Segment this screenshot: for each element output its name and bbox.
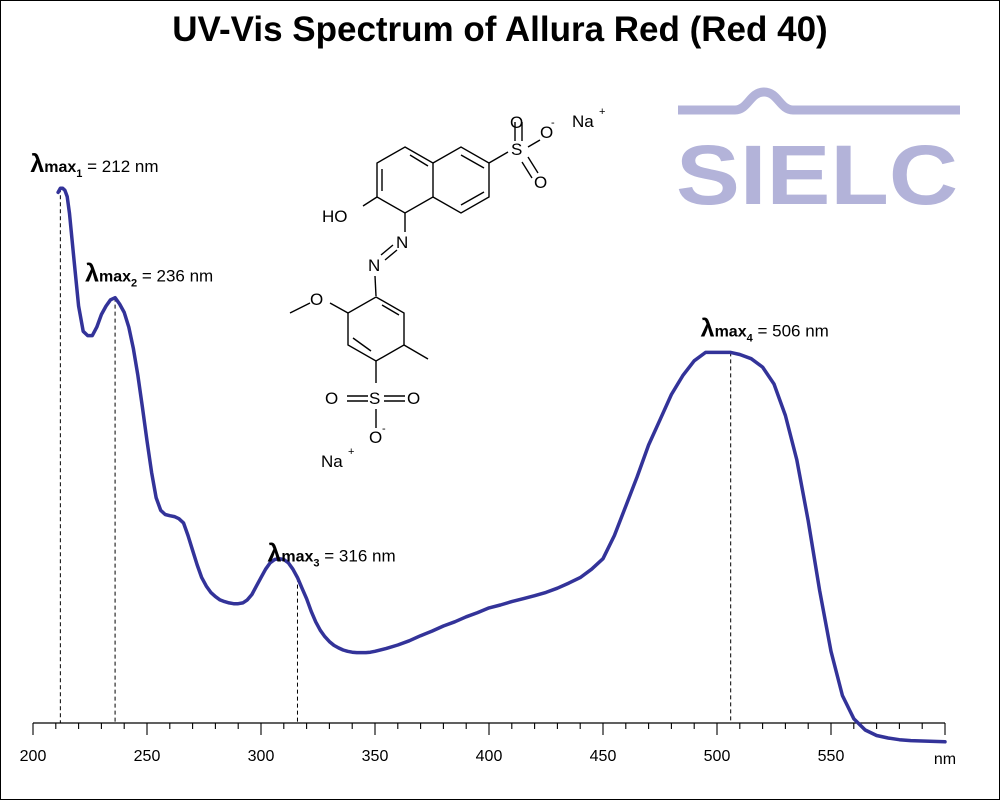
x-tick-label: 250 (134, 748, 161, 765)
oxygen-label-methoxy: O (310, 290, 323, 309)
nitrogen-label-upper: N (396, 233, 408, 252)
x-tick-label: 200 (20, 748, 47, 765)
x-tick-label: 500 (704, 748, 731, 765)
sielc-logo: SIELC (676, 87, 960, 222)
peak-annotations: λmax1 = 212 nm λmax2 = 236 nm λmax3 = 316 … (30, 150, 828, 569)
x-tick-label: 300 (248, 748, 275, 765)
x-tick-label: 400 (476, 748, 503, 765)
peak-label-4: λmax4 = 506 nm (701, 314, 829, 344)
x-tick-label: 350 (362, 748, 389, 765)
oxygen-label-bottom-left: O (325, 389, 338, 408)
sulfur-label-bottom: S (369, 389, 380, 408)
plus-charge-bottom: + (348, 446, 354, 458)
minus-charge-bottom: - (382, 423, 386, 435)
sulfur-label-top: S (511, 140, 522, 159)
peak-label-1: λmax1 = 212 nm (30, 150, 158, 180)
oxygen-label-bottom-right: O (407, 389, 420, 408)
peak-label-2: λmax2 = 236 nm (85, 260, 213, 290)
minus-charge-top: - (551, 117, 555, 129)
x-axis-unit-label: nm (934, 751, 956, 768)
molecule-labels: Na + O - O S O HO N N O S O O O - Na + (310, 106, 605, 471)
x-tick-label: 450 (590, 748, 617, 765)
logo-swoosh (678, 87, 960, 115)
molecule-structure (289, 122, 541, 428)
peak-markers (59, 188, 732, 723)
chart-title: UV-Vis Spectrum of Allura Red (Red 40) (172, 10, 828, 49)
x-tick-label: 550 (818, 748, 845, 765)
hydroxyl-label: HO (322, 207, 348, 226)
plus-charge-top: + (599, 106, 605, 118)
peak-label-3: λmax3 = 316 nm (267, 540, 395, 570)
oxygen-label-top-b: O (534, 173, 547, 192)
oxygen-label-sulfonate-anion-bottom: O (369, 428, 382, 447)
spectrum-curve-layer (56, 186, 947, 744)
spectrum-line (56, 186, 947, 744)
x-axis: 200 250 300 350 400 450 500 550 nm (20, 722, 956, 768)
sodium-label-top: Na (572, 112, 594, 131)
nitrogen-label-lower: N (368, 256, 380, 275)
logo-text: SIELC (676, 128, 958, 222)
oxygen-label-top-a: O (510, 113, 523, 132)
sodium-label-bottom: Na (321, 452, 343, 471)
oxygen-label-sulfonate-anion-top: O (540, 123, 553, 142)
